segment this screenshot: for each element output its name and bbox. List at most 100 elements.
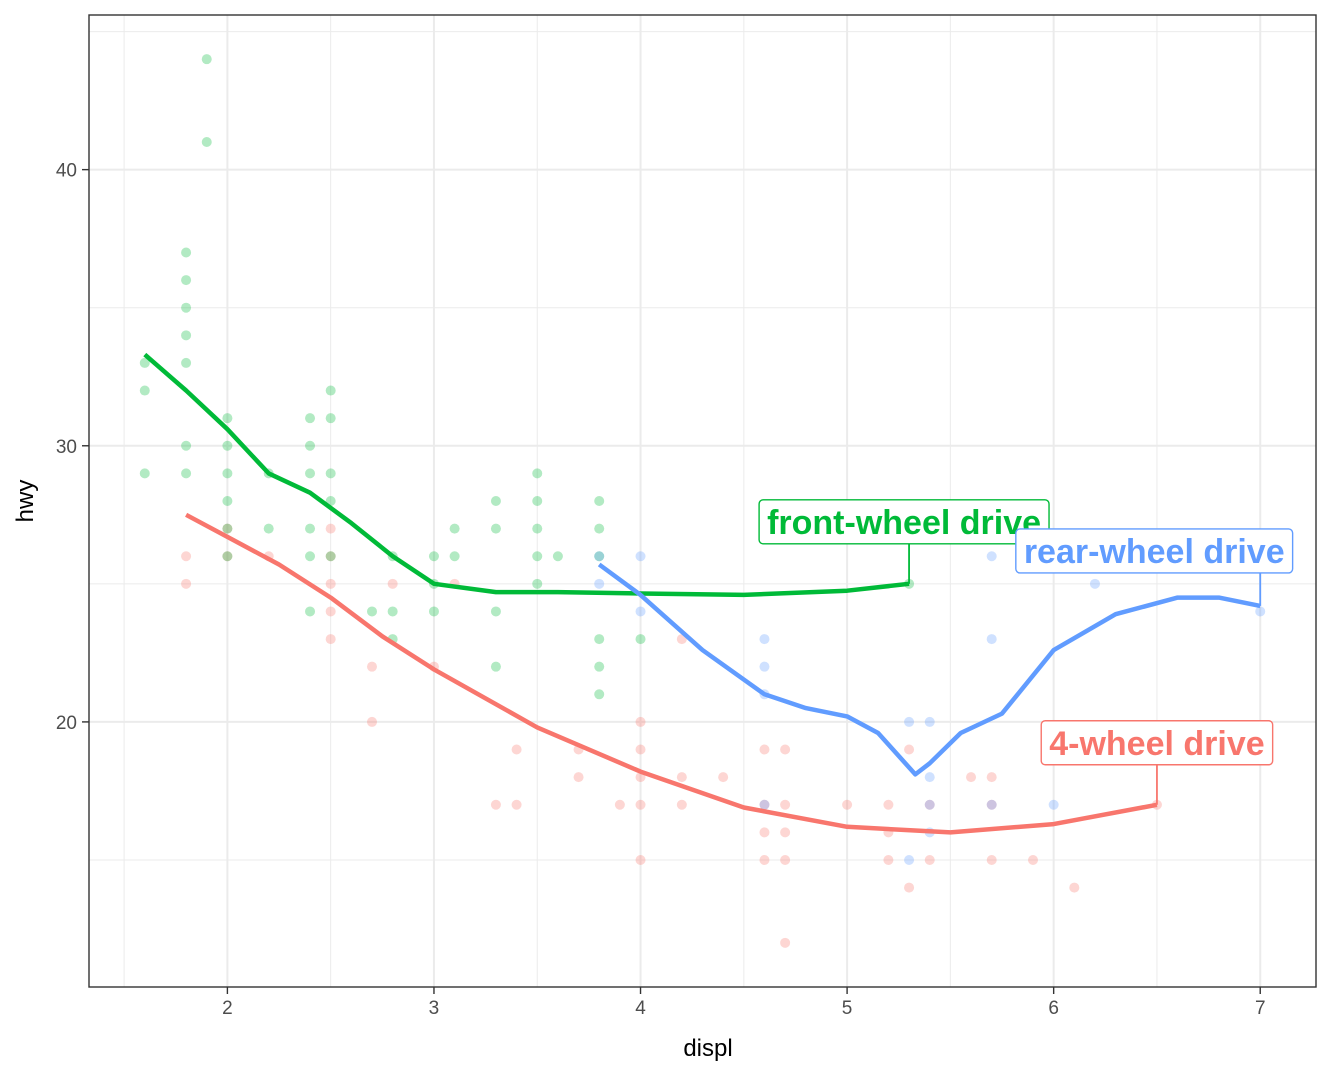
data-point — [511, 744, 522, 755]
data-point — [263, 523, 274, 534]
data-point — [594, 661, 605, 672]
data-point — [904, 854, 915, 865]
data-point — [635, 551, 646, 562]
data-point — [305, 551, 316, 562]
data-point — [366, 606, 377, 617]
data-point — [759, 854, 770, 865]
data-point — [428, 551, 439, 562]
data-point — [325, 468, 336, 479]
data-point — [573, 772, 584, 783]
data-point — [1028, 854, 1039, 865]
data-point — [139, 468, 150, 479]
data-point — [986, 799, 997, 810]
data-point — [594, 634, 605, 645]
data-point — [1069, 882, 1080, 893]
y-tick-label: 40 — [56, 161, 77, 182]
data-point — [181, 468, 192, 479]
data-point — [676, 772, 687, 783]
data-point — [428, 606, 439, 617]
x-tick-label: 4 — [635, 998, 646, 1019]
data-point — [904, 716, 915, 727]
series-labels: 4-wheel drive front-wheel driverear-wheel… — [758, 499, 1294, 805]
data-point — [181, 578, 192, 589]
data-point — [594, 496, 605, 506]
data-points — [139, 54, 1266, 948]
data-point — [387, 606, 398, 617]
data-point — [305, 440, 316, 451]
data-point — [490, 606, 501, 617]
data-point — [594, 689, 605, 700]
data-point — [614, 799, 625, 810]
data-point — [594, 551, 605, 562]
data-point — [222, 496, 233, 506]
data-point — [490, 496, 501, 506]
data-point — [986, 799, 997, 810]
data-point — [201, 137, 212, 148]
data-point — [986, 854, 997, 865]
smooth-line — [143, 352, 910, 598]
data-point — [181, 357, 192, 368]
data-point — [635, 716, 646, 727]
data-point — [924, 799, 935, 810]
data-point — [181, 551, 192, 562]
data-point — [924, 716, 935, 727]
series-label: 4-wheel drive — [1040, 720, 1274, 805]
data-point — [759, 799, 770, 810]
data-point — [759, 799, 770, 810]
series-label: front-wheel drive — [758, 499, 1050, 584]
data-point — [635, 634, 646, 645]
data-point — [635, 744, 646, 755]
data-point — [181, 302, 192, 313]
data-point — [449, 551, 460, 562]
data-point — [181, 440, 192, 451]
data-point — [325, 606, 336, 617]
data-point — [986, 551, 997, 562]
axes: 2 3 4 5 6 7 20 30 40 — [56, 161, 1266, 1019]
series-label-box — [1015, 528, 1294, 574]
series-label-text: rear-wheel drive — [1024, 533, 1285, 571]
data-point — [305, 606, 316, 617]
data-point — [780, 827, 791, 838]
data-point — [532, 578, 543, 589]
data-point — [490, 799, 501, 810]
data-point — [305, 413, 316, 424]
data-point — [759, 661, 770, 672]
data-point — [366, 716, 377, 727]
data-point — [387, 578, 398, 589]
x-tick-label: 3 — [429, 998, 440, 1019]
data-point — [1048, 799, 1059, 810]
data-point — [532, 468, 543, 479]
data-point — [139, 357, 150, 368]
y-tick-label: 20 — [56, 713, 77, 734]
data-point — [511, 799, 522, 810]
data-point — [325, 523, 336, 534]
data-point — [986, 772, 997, 783]
data-point — [883, 799, 894, 810]
data-point — [181, 330, 192, 341]
data-point — [904, 882, 915, 893]
y-tick-label: 30 — [56, 437, 77, 458]
data-point — [181, 275, 192, 286]
smooth-lines — [143, 352, 1261, 835]
data-point — [490, 661, 501, 672]
data-point — [222, 468, 233, 479]
data-point — [966, 772, 977, 783]
data-point — [635, 854, 646, 865]
data-point — [780, 937, 791, 948]
data-point — [1255, 606, 1266, 617]
data-point — [635, 799, 646, 810]
data-point — [325, 551, 336, 562]
data-point — [139, 385, 150, 396]
data-point — [222, 523, 233, 534]
data-point — [676, 799, 687, 810]
x-tick-label: 6 — [1048, 998, 1059, 1019]
data-point — [635, 606, 646, 617]
x-tick-label: 7 — [1255, 998, 1266, 1019]
data-point — [594, 551, 605, 562]
panel-background — [89, 15, 1316, 987]
series-label-text: front-wheel drive — [767, 504, 1041, 542]
data-point — [449, 523, 460, 534]
data-point — [759, 634, 770, 645]
data-point — [532, 496, 543, 506]
